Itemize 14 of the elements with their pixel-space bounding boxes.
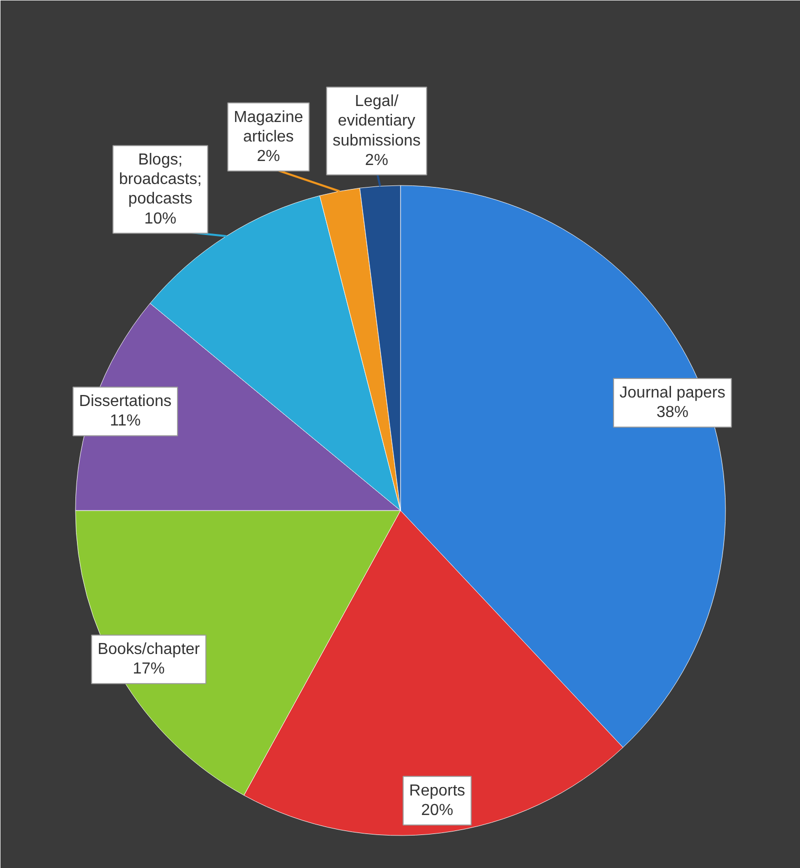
data-label: 10%	[144, 210, 176, 228]
slice-label: Legal/ evidentiary submissions	[332, 93, 421, 150]
data-label: 17%	[132, 660, 165, 678]
data-label: 20%	[421, 802, 454, 819]
data-label: 2%	[365, 152, 388, 169]
slice-label: Journal papers	[620, 384, 726, 402]
data-label: 11%	[110, 412, 141, 430]
data-label: 38%	[656, 404, 688, 422]
slice-label: Magazine articles	[234, 108, 304, 146]
slice-label: Books/chapter	[98, 641, 201, 658]
data-label: 2%	[256, 148, 280, 166]
slice-label: Blogs; broadcasts; podcasts	[118, 152, 202, 208]
slice-label: Dissertations	[79, 393, 172, 410]
slice-label: Reports	[409, 782, 466, 800]
